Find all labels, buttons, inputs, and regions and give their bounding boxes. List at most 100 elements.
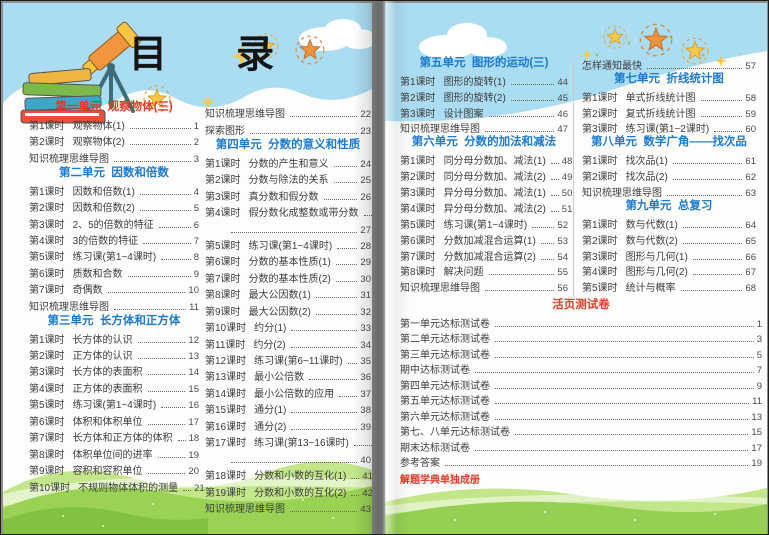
entry-page: 47 xyxy=(557,124,568,136)
toc-entry: 第7课时 长方体和正方体的体积 18 xyxy=(29,428,199,444)
dot-leader xyxy=(183,489,192,491)
entry-page: 22 xyxy=(360,109,371,121)
toc-entry: 第18课时 分数和小数的互化(1) 41 xyxy=(205,466,372,483)
entry-label: 第1课时 xyxy=(29,120,65,132)
entry-label: 第3课时 xyxy=(582,124,618,136)
entry-page: 12 xyxy=(188,334,199,346)
entry-label: 第5课时 xyxy=(582,283,618,295)
entry-title: 最大公因数(2) xyxy=(248,306,311,318)
toc-entry: 第1课时 找次品(1) 61 xyxy=(582,151,756,167)
toc-entry: 第5课时 练习课(第1~4课时) 28 xyxy=(205,236,371,252)
dot-leader xyxy=(323,198,358,200)
entry-page: 46 xyxy=(557,108,568,120)
entry-page: 9 xyxy=(193,268,199,280)
cloud-icon xyxy=(299,19,372,51)
entry-page: 31 xyxy=(360,290,371,302)
entry-page: 8 xyxy=(193,252,199,264)
entry-page: 2 xyxy=(193,137,199,149)
entry-title: 长方体和正方体的体积 xyxy=(72,433,173,445)
entry-title: 第二单元达标测试卷 xyxy=(400,334,490,346)
dot-leader xyxy=(347,363,358,364)
toc-entry: 第3课时 设计图案 46 xyxy=(400,104,568,120)
entry-page: 1 xyxy=(756,318,762,330)
entry-title: 体积和体积单位 xyxy=(72,416,143,428)
entry-label: 第1课时 xyxy=(205,158,241,170)
dot-leader xyxy=(315,297,358,299)
dot-leader xyxy=(177,440,186,442)
dot-leader xyxy=(157,456,186,458)
entry-page: 42 xyxy=(362,487,372,499)
column-divider xyxy=(573,59,574,297)
dot-leader xyxy=(351,478,360,480)
entry-title: 数与代数(2) xyxy=(625,235,678,247)
toc-entry: 第1课时 图形的旋转(1) 44 xyxy=(400,72,568,88)
unit-header: 第六单元 分数的加法和减法 xyxy=(411,136,557,149)
toc-entry: 第2课时 复式折线统计图 59 xyxy=(582,104,756,120)
dot-leader xyxy=(495,325,754,327)
entry-title: 图形的旋转(1) xyxy=(443,76,506,88)
page-title: 目 录 xyxy=(129,34,291,76)
entry-title: 第三单元达标测试卷 xyxy=(400,349,490,361)
dot-leader xyxy=(682,242,743,244)
entry-title: 因数和倍数(2) xyxy=(72,203,135,215)
entry-title: 知识梳理思维导图 xyxy=(400,124,480,136)
dot-leader xyxy=(363,215,372,217)
entry-page: 62 xyxy=(745,172,756,184)
dot-leader xyxy=(550,210,559,212)
entry-title: 分数的基本性质(2) xyxy=(248,273,331,285)
entry-title: 因数和倍数(1) xyxy=(72,186,135,198)
entry-title: 约分(1) xyxy=(254,323,287,335)
entry-title: 分数的产生和意义 xyxy=(248,158,329,170)
entry-page: 11 xyxy=(189,301,199,313)
entry-title: 真分数和假分数 xyxy=(248,191,319,203)
unit-header: 第一单元 观察物体(三) xyxy=(55,101,173,113)
dot-leader xyxy=(550,179,559,181)
entry-page: 45 xyxy=(557,92,568,104)
entry-page: 43 xyxy=(360,503,371,515)
entry-page: 44 xyxy=(557,76,568,88)
dot-leader xyxy=(114,160,191,162)
toc-entry: 知识梳理思维导图 22 xyxy=(205,104,371,120)
toc-entry: 第六单元达标测试卷 13 xyxy=(400,407,762,423)
toc-entry: 第2课时 数与代数(2) 65 xyxy=(582,231,756,247)
entry-page: 19 xyxy=(188,449,199,461)
toc-entry: 第3课时 2、5的倍数的特征 6 xyxy=(29,214,199,231)
entry-page: 58 xyxy=(745,92,756,104)
entry-title: 图形与几何(2) xyxy=(625,267,688,279)
dot-leader xyxy=(333,165,358,167)
entry-label: 第8课时 xyxy=(29,449,65,461)
entry-label: 第9课时 xyxy=(205,306,241,318)
toc-entry: 第7课时 分数加减混合运算(2) 54 xyxy=(400,247,568,263)
toc-column: 第一单元 观察物体(三) 第1课时 观察物体(1) 1 第2课时 观察物体(2) 2 知识梳理… xyxy=(29,99,205,494)
entry-title: 3的倍数的特征 xyxy=(72,235,139,247)
entry-page: 28 xyxy=(360,240,371,252)
toc-entry: 第3课时 长方体的表面积 14 xyxy=(29,362,199,378)
entry-label: 第12课时 xyxy=(205,356,247,367)
dot-leader xyxy=(700,115,743,117)
toc-entry: 第9课时 最大公因数(2) 32 xyxy=(205,301,371,318)
entry-page: 13 xyxy=(188,351,199,362)
toc-entry: 第2课时 分数与除法的关系 25 xyxy=(205,170,371,186)
entry-title: 第六单元达标测试卷 xyxy=(400,411,490,423)
star-icon xyxy=(639,23,673,57)
dot-leader xyxy=(700,99,743,101)
sky-band xyxy=(385,3,767,122)
toc-entry: 第10课时 不规则物体体积的测量 21 xyxy=(29,477,205,494)
dot-leader xyxy=(485,131,555,133)
cloud-icon xyxy=(419,23,507,59)
entry-title: 探索图形 xyxy=(205,125,245,137)
dot-leader xyxy=(290,510,358,512)
toc-entry: 第四单元达标测试卷 9 xyxy=(400,376,762,392)
entry-title: 分数和小数的互化(2) xyxy=(254,487,347,499)
dot-leader xyxy=(495,403,750,405)
toc-entry: 第12课时 练习课(第6~11课时) 35 xyxy=(205,351,371,367)
entry-title: 通分(1) xyxy=(254,405,287,417)
entry-page: 13 xyxy=(751,411,762,423)
entry-title: 分数和小数的互化(1) xyxy=(254,471,347,483)
entry-label: 第4课时 xyxy=(205,208,241,220)
entry-page: 54 xyxy=(557,251,568,263)
entry-label: 第2课时 xyxy=(582,235,618,247)
dot-leader xyxy=(250,132,358,134)
entry-label: 第1课时 xyxy=(29,186,65,198)
